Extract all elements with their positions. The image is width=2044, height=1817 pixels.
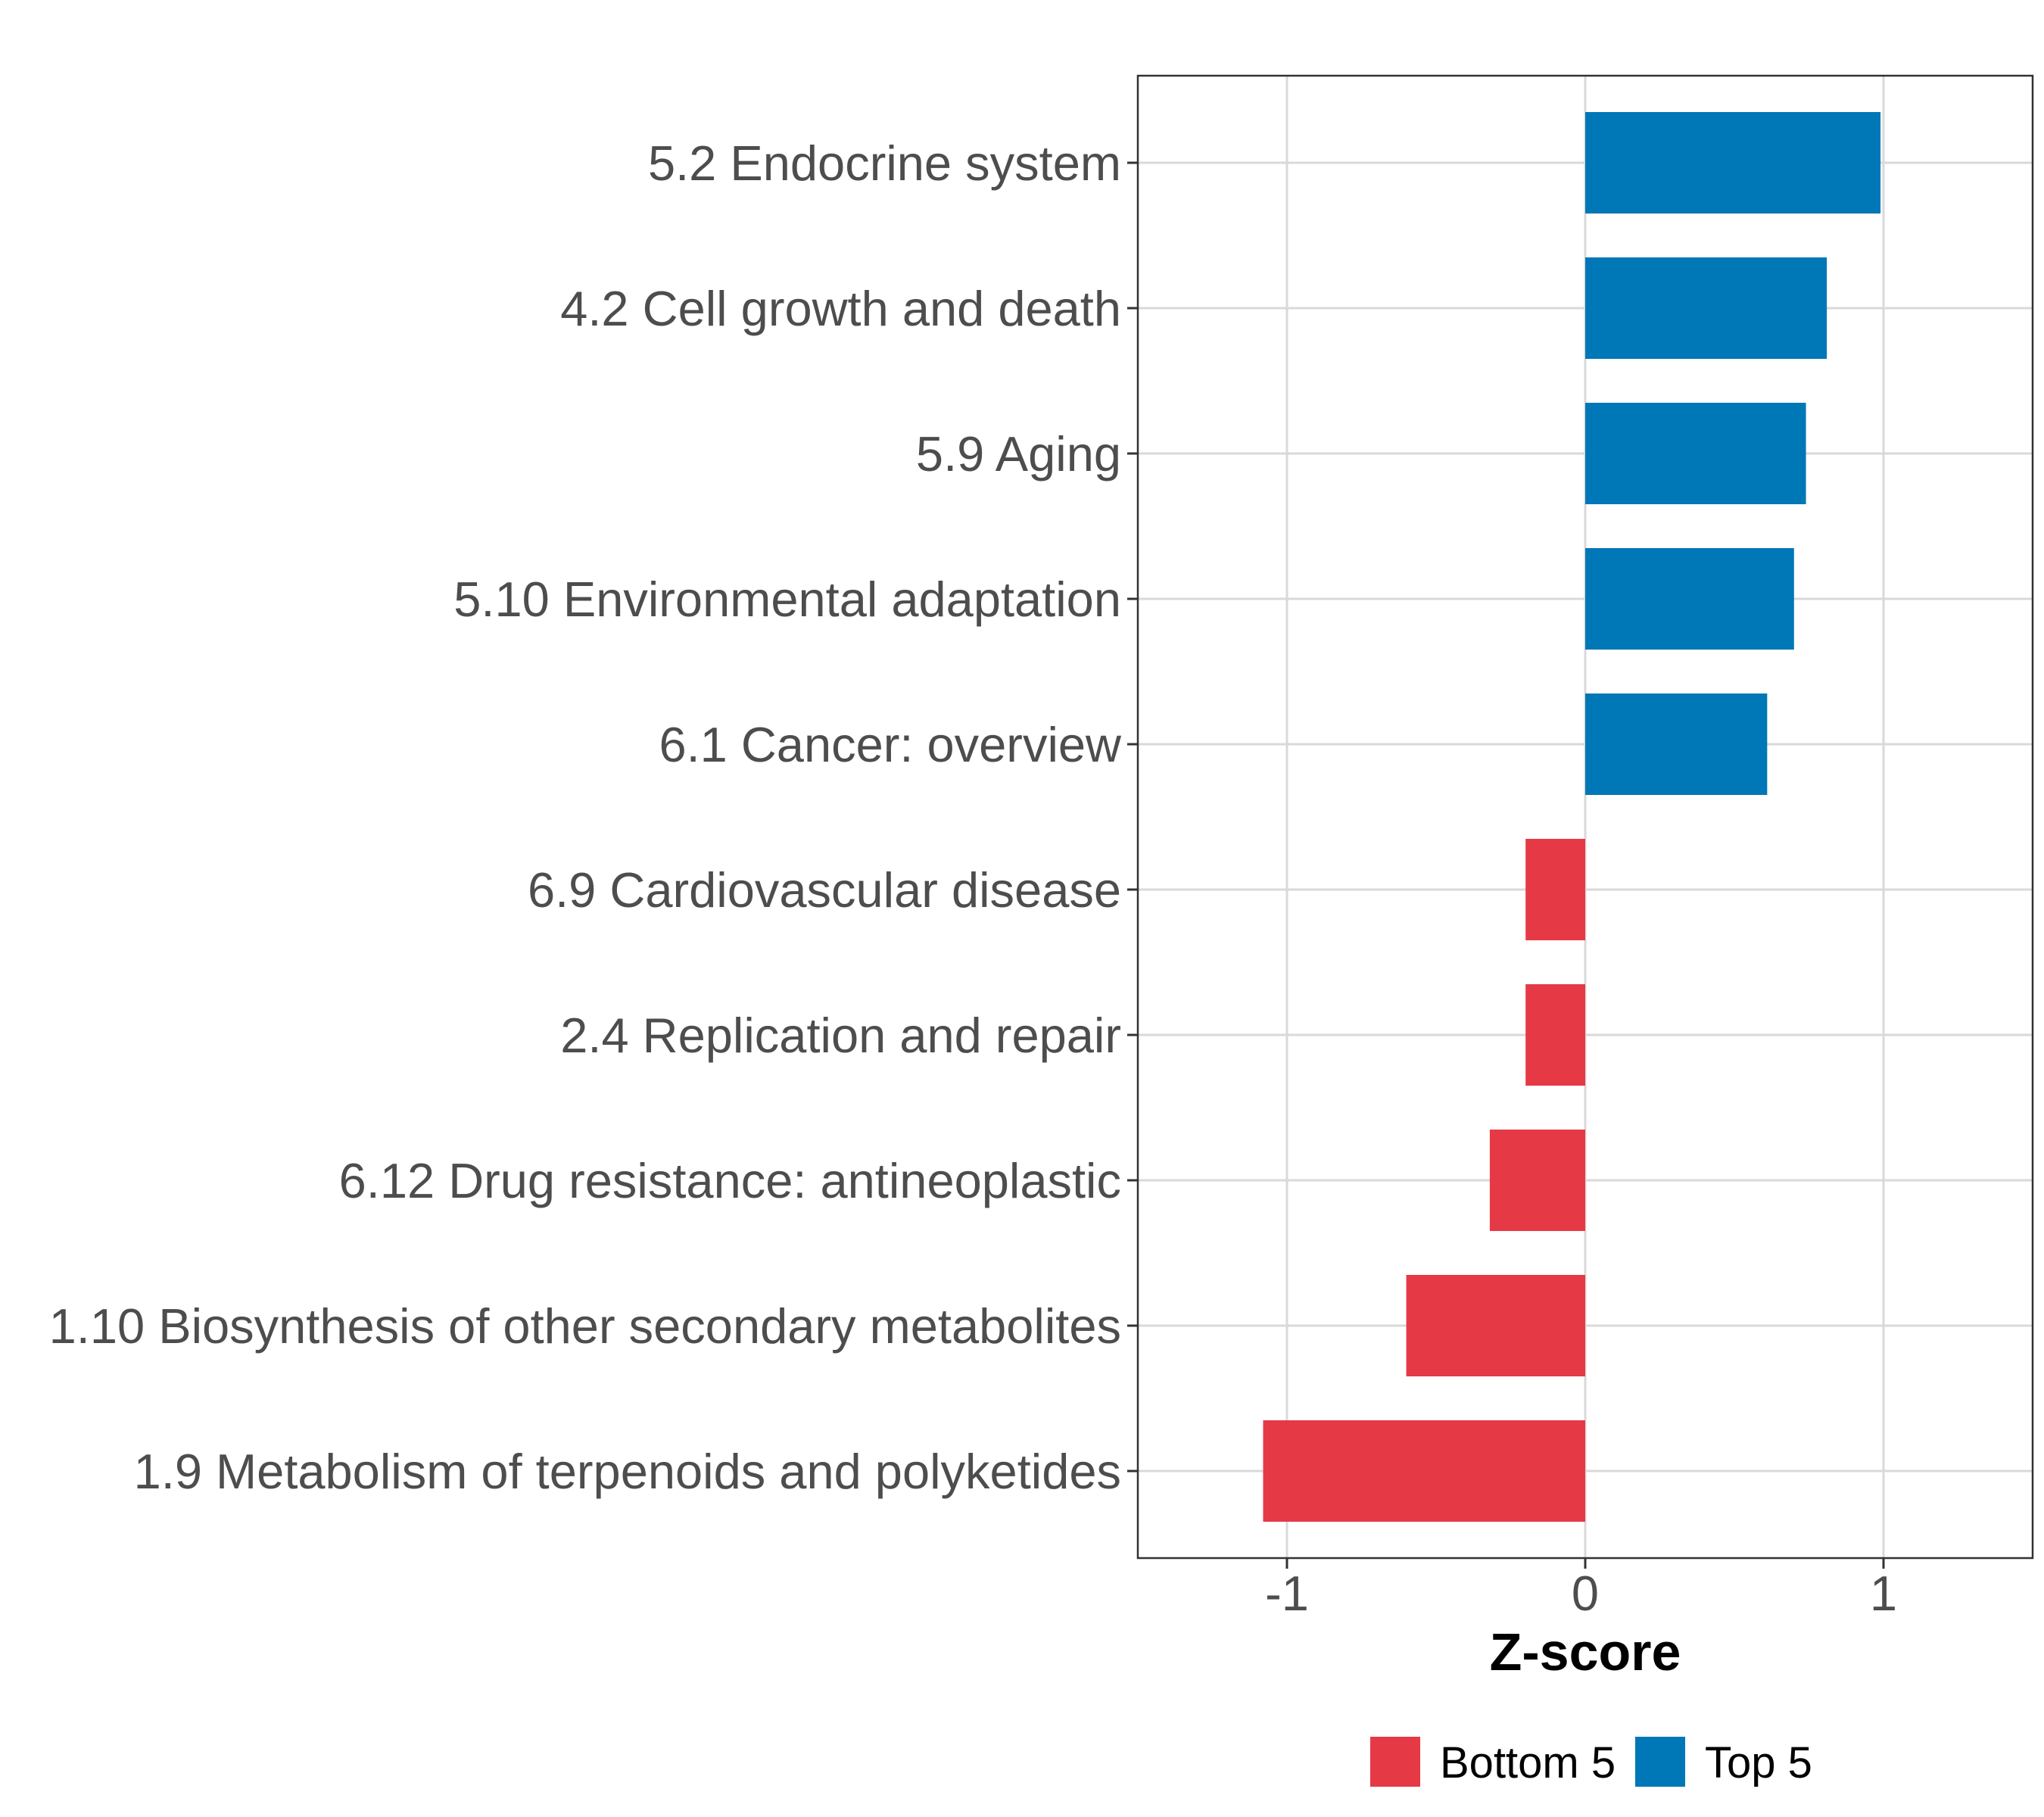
category-label: 2.4 Replication and repair [560,1008,1121,1063]
legend-item: Top 5 [1635,1737,1812,1787]
category-label: 6.12 Drug resistance: antineoplastic [339,1153,1121,1208]
bar [1585,257,1827,359]
category-label: 1.10 Biosynthesis of other secondary met… [49,1298,1121,1354]
bars [1263,112,1881,1522]
category-label: 5.10 Environmental adaptation [453,572,1121,627]
bar [1525,984,1585,1086]
legend: Bottom 5 Top 5 [1370,1737,1812,1787]
category-label: 4.2 Cell growth and death [560,281,1121,336]
legend-label: Bottom 5 [1440,1738,1616,1787]
category-label: 6.1 Cancer: overview [659,717,1122,772]
category-label: 5.9 Aging [916,426,1121,482]
bar [1585,693,1768,795]
bar [1406,1275,1585,1376]
bar [1525,839,1585,940]
bar [1585,112,1881,213]
y-axis: 5.2 Endocrine system 4.2 Cell growth and … [49,136,1138,1499]
bar [1585,403,1806,504]
legend-swatch [1370,1737,1420,1787]
category-label: 6.9 Cardiovascular disease [528,862,1121,918]
bar [1489,1130,1585,1231]
legend-item: Bottom 5 [1370,1737,1616,1787]
x-tick-label: 0 [1572,1566,1599,1621]
x-axis: -1 0 1 [1265,1558,1897,1621]
legend-swatch [1635,1737,1685,1787]
x-tick-label: -1 [1265,1566,1309,1621]
category-label: 1.9 Metabolism of terpenoids and polyket… [134,1444,1121,1499]
bar [1263,1420,1585,1522]
bar [1585,548,1794,650]
category-label: 5.2 Endocrine system [648,136,1121,191]
x-tick-label: 1 [1870,1566,1897,1621]
x-axis-title: Z-score [1490,1622,1681,1681]
legend-label: Top 5 [1705,1738,1812,1787]
